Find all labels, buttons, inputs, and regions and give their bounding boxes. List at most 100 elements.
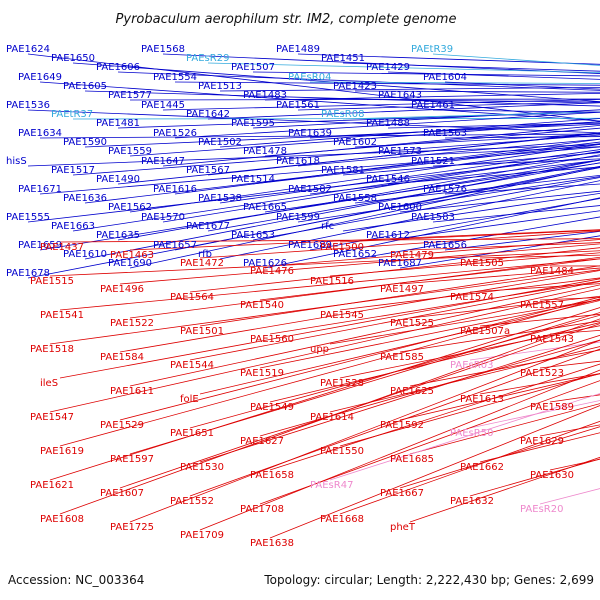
gene-leader-line <box>339 325 600 379</box>
gene-label-pae1665: PAE1665 <box>243 202 287 213</box>
gene-label-pae1552: PAE1552 <box>170 496 214 507</box>
gene-label-pae1543: PAE1543 <box>530 334 574 345</box>
gene-label-pae1600: PAE1600 <box>378 202 422 213</box>
gene-leader-line <box>27 155 600 223</box>
gene-label-pae1599: PAE1599 <box>276 212 320 223</box>
gene-label-paesr47: PAEsR47 <box>310 480 353 491</box>
gene-label-paesr03: PAEsR03 <box>450 360 493 371</box>
gene-leader-line <box>354 174 600 204</box>
gene-label-pae1659: PAE1659 <box>18 240 62 251</box>
gene-leader-line <box>84 123 600 148</box>
gene-label-paesr08: PAEsR08 <box>321 109 364 120</box>
gene-leader-line <box>309 121 600 139</box>
gene-label-pae1445: PAE1445 <box>141 100 185 111</box>
gene-leader-line <box>189 348 600 497</box>
gene-leader-line <box>252 109 600 129</box>
gene-label-pae1523: PAE1523 <box>520 368 564 379</box>
gene-label-pae1653: PAE1653 <box>231 230 275 241</box>
gene-label-pae1554: PAE1554 <box>153 72 197 83</box>
gene-label-pae1541: PAE1541 <box>40 310 84 321</box>
gene-label-pae1573: PAE1573 <box>378 146 422 157</box>
gene-leader-line <box>259 339 600 437</box>
gene-leader-line <box>207 62 600 74</box>
gene-label-pae1636: PAE1636 <box>63 193 107 204</box>
gene-leader-line <box>119 243 600 285</box>
gene-label-pae1585: PAE1585 <box>380 352 424 363</box>
gene-leader-line <box>264 127 600 157</box>
gene-label-paesr29: PAEsR29 <box>186 53 229 64</box>
gene-label-pae1576: PAE1576 <box>423 184 467 195</box>
gene-label-pae1423: PAE1423 <box>333 81 377 92</box>
gene-label-pae1663: PAE1663 <box>51 221 95 232</box>
gene-label-paetr39: PAEtR39 <box>411 44 453 55</box>
gene-leader-line <box>409 403 600 455</box>
gene-leader-line <box>339 420 600 515</box>
gene-leader-line <box>252 71 600 77</box>
gene-leader-line <box>252 143 600 185</box>
gene-label-pae1528: PAE1528 <box>320 378 364 389</box>
gene-leader-line <box>49 269 600 345</box>
gene-leader-line <box>269 280 600 335</box>
gene-leader-line <box>129 121 600 157</box>
gene-label-pae1502: PAE1502 <box>198 137 242 148</box>
gene-leader-line <box>129 98 600 101</box>
gene-label-pae1567: PAE1567 <box>186 165 230 176</box>
gene-leader-line <box>329 299 600 345</box>
gene-leader-line <box>409 456 600 523</box>
gene-label-pae1667: PAE1667 <box>380 488 424 499</box>
gene-label-pae1574: PAE1574 <box>450 292 494 303</box>
gene-label-pae1483: PAE1483 <box>243 90 287 101</box>
gene-leader-line <box>59 298 600 447</box>
gene-leader-line <box>329 346 600 413</box>
label-leader-lines <box>27 53 600 539</box>
gene-label-paetr37: PAEtR37 <box>51 109 93 120</box>
gene-leader-line <box>174 138 600 195</box>
gene-label-pae1526: PAE1526 <box>153 128 197 139</box>
gene-label-pae1481: PAE1481 <box>96 118 140 129</box>
gene-label-pae1671: PAE1671 <box>18 184 62 195</box>
gene-label-pae1461: PAE1461 <box>411 100 455 111</box>
gene-label-pae1547: PAE1547 <box>30 412 74 423</box>
gene-label-pae1564: PAE1564 <box>170 292 214 303</box>
gene-label-pae1624: PAE1624 <box>6 44 50 55</box>
gene-leader-line <box>207 132 600 176</box>
gene-label-pae1540: PAE1540 <box>240 300 284 311</box>
gene-label-rfb: rfb <box>198 249 212 260</box>
gene-leader-line <box>49 307 600 481</box>
gene-leader-line <box>174 81 600 86</box>
gene-label-pae1577: PAE1577 <box>108 90 152 101</box>
gene-label-pae1618: PAE1618 <box>276 156 320 167</box>
gene-leader-line <box>399 235 600 269</box>
gene-leader-line <box>399 267 600 285</box>
gene-label-pae1570: PAE1570 <box>141 212 185 223</box>
gene-leader-line <box>339 229 600 243</box>
gene-leader-line <box>59 318 600 515</box>
gene-leader-line <box>409 349 600 387</box>
gene-leader-line <box>297 101 600 111</box>
gene-label-pae1606: PAE1606 <box>96 62 140 73</box>
gene-label-pae1519: PAE1519 <box>240 368 284 379</box>
gene-label-pae1488: PAE1488 <box>366 118 410 129</box>
gene-label-pae1550: PAE1550 <box>320 446 364 457</box>
gene-label-pae1592: PAE1592 <box>380 420 424 431</box>
gene-label-paesr04: PAEsR04 <box>288 72 331 83</box>
gene-label-pae1505: PAE1505 <box>460 258 504 269</box>
gene-label-pae1562: PAE1562 <box>108 202 152 213</box>
gene-label-pae1629: PAE1629 <box>520 436 564 447</box>
gene-label-pae1559: PAE1559 <box>108 146 152 157</box>
gene-label-pae1611: PAE1611 <box>110 386 154 397</box>
gene-leader-line <box>399 190 600 213</box>
gene-leader-line <box>129 143 600 213</box>
gene-label-pae1515: PAE1515 <box>30 276 74 287</box>
gene-leader-line <box>129 339 600 523</box>
gene-label-pae1584: PAE1584 <box>100 352 144 363</box>
gene-leader-line <box>387 166 600 185</box>
gene-leader-line <box>129 166 600 269</box>
gene-label-pae1685: PAE1685 <box>390 454 434 465</box>
gene-label-pae1546: PAE1546 <box>366 174 410 185</box>
gene-leader-line <box>49 250 600 277</box>
gene-label-pae1608: PAE1608 <box>40 514 84 525</box>
gene-label-pae1656: PAE1656 <box>423 240 467 251</box>
gene-label-pae1613: PAE1613 <box>460 394 504 405</box>
